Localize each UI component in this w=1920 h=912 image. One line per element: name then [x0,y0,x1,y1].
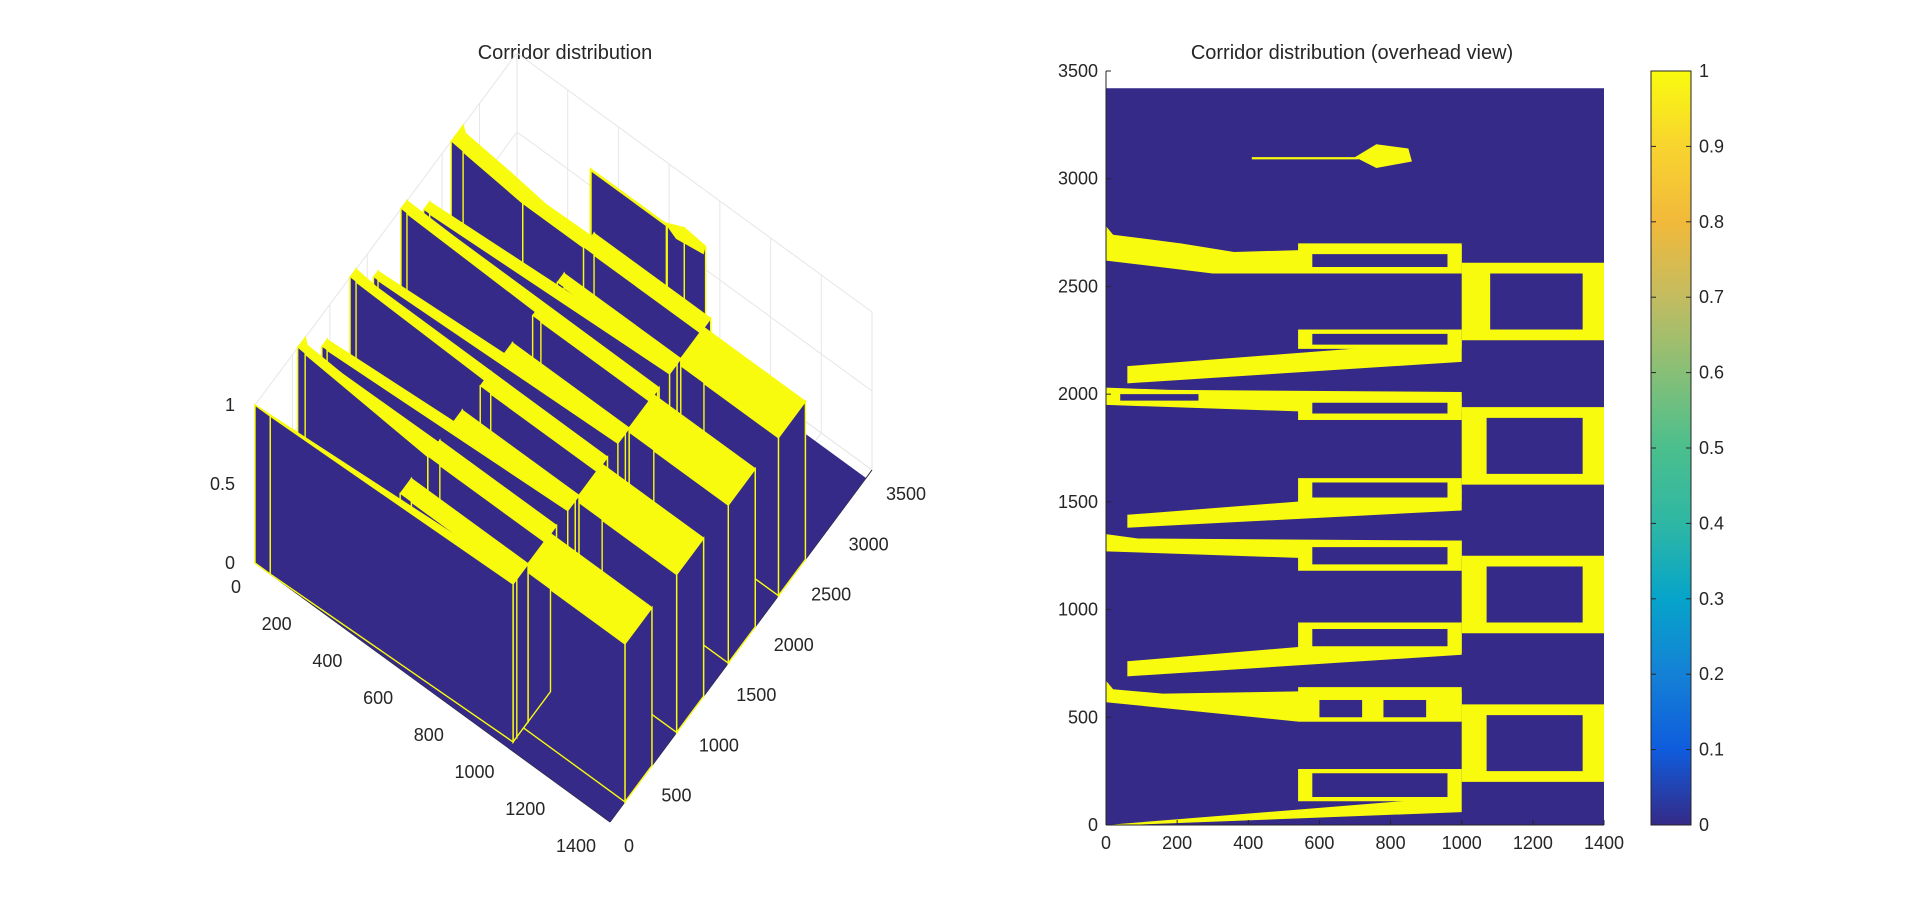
overhead-plot-title: Corridor distribution (overhead view) [1191,42,1513,64]
corridor-wedge-bot-lower [1106,796,1462,825]
surface-y-tick-label: 1500 [736,685,776,705]
corridor-top-line [1251,157,1359,160]
surface-wall-top [321,339,576,511]
surface-wall-hub-bot [522,531,653,804]
colorbar-tick-label: 0.1 [1699,740,1724,760]
grid-line [516,52,873,313]
surface-wall-wedge-bot-lower [254,403,518,745]
surface-wall-top [626,394,756,506]
overhead-y-tick-label: 2000 [1058,384,1098,404]
colorbar-tick-label: 0.4 [1699,513,1724,533]
corridor-wedge-top-lower [1127,340,1462,384]
colorbar-tick-label: 0 [1699,815,1709,835]
surface-wall-top [575,464,704,575]
corridor-wedge-mid-lower [1127,488,1462,528]
overhead-x-tick-label: 1200 [1513,833,1553,853]
surface-wall-top [255,405,517,584]
surface-x-tick-label: 1200 [505,799,545,819]
surface-x-tick-label: 600 [363,688,393,708]
surface-y-tick-label: 0 [624,836,634,856]
surface-y-tick-label: 3500 [886,484,926,504]
colorbar-tick-label: 0.7 [1699,287,1724,307]
overhead-y-tick-label: 3500 [1058,61,1098,81]
room-hole-low-upper-a [1312,547,1448,565]
overhead-y-tick-label: 1500 [1058,492,1098,512]
corridor-top-diamond [1355,144,1412,168]
overhead-y-tick-label: 0 [1088,815,1098,835]
surface-plot-3d: Corridor distribution 0 200 400 600 800 1000 1… [210,42,926,856]
room-hole-low-hub [1486,566,1583,623]
surface-x-tick-label: 0 [231,577,241,597]
overhead-axes [1105,71,1604,826]
colorbar-tick-label: 0.8 [1699,212,1724,232]
overhead-x-tick-label: 200 [1162,833,1192,853]
overhead-plot: Corridor distribution (overhead view) 0 2… [1058,42,1624,853]
colorbar-tick-label: 1 [1699,61,1709,81]
colorbar-tick-label: 0.9 [1699,136,1724,156]
room-hole-bot-rect-1 [1319,700,1363,718]
surface-wall-top [480,372,608,472]
surface-plot-surface [254,123,867,822]
surface-z-tick-label: 0 [225,553,235,573]
overhead-x-tick-label: 1400 [1584,833,1624,853]
surface-wall-top [373,271,626,444]
colorbar-tick-label: 0.3 [1699,589,1724,609]
overhead-x-tick-label: 0 [1101,833,1111,853]
room-hole-low-lower-a [1312,628,1448,647]
colorbar-tick-label: 0.2 [1699,664,1724,684]
overhead-map [1106,88,1604,826]
overhead-y-tick-label: 3000 [1058,169,1098,189]
room-hole-mid-lower-a [1312,482,1448,498]
surface-x-tick-label: 1400 [556,836,596,856]
surface-z-tick-label: 0.5 [210,474,235,494]
overhead-y-tick-label: 1000 [1058,600,1098,620]
surface-y-tick-label: 3000 [849,534,889,554]
surface-z-tick-label: 1 [225,395,235,415]
room-hole-mid-upper-a [1312,402,1448,414]
surface-y-tick-label: 500 [661,786,691,806]
room-hole-bot-hub [1486,715,1583,772]
colorbar-gradient [1650,70,1692,826]
surface-wall-top [427,440,557,542]
room-hole-bot-lower-a [1312,773,1448,797]
surface-x-tick-label: 200 [262,614,292,634]
overhead-y-tick-label: 500 [1068,707,1098,727]
colorbar-ticks: 0 0.1 0.2 0.3 0.4 0.5 0.6 0.7 0.8 0.9 1 [1651,61,1724,835]
surface-x-tick-label: 400 [312,651,342,671]
room-hole-top-upper-a [1312,254,1448,268]
room-hole-mid-upper-left [1120,394,1199,401]
surface-plot-ticks: 0 200 400 600 800 1000 1200 1400 0 500 1000 1500 200… [210,395,926,856]
surface-x-tick-label: 1000 [455,762,495,782]
surface-wall-top [423,201,677,374]
colorbar: 0 0.1 0.2 0.3 0.4 0.5 0.6 0.7 0.8 0.9 1 [1650,61,1724,835]
surface-wall-top [677,327,806,438]
overhead-x-tick-label: 600 [1304,833,1334,853]
surface-y-tick-label: 1000 [699,735,739,755]
surface-plot-title: Corridor distribution [478,42,653,64]
room-hole-bot-rect-2 [1383,700,1427,718]
surface-wall-face [254,403,271,576]
surface-wall-top [400,478,529,579]
overhead-y-tick-label: 2500 [1058,276,1098,296]
surface-wall-top [532,304,658,401]
surface-wall-top [523,533,652,644]
colorbar-tick-label: 0.6 [1699,363,1724,383]
room-hole-top-hub [1490,273,1583,330]
surface-wall-face [516,561,529,740]
colorbar-tick-label: 0.5 [1699,438,1724,458]
surface-y-tick-label: 2500 [811,585,851,605]
surface-wall-top [664,222,706,255]
surface-wall-top [583,233,711,333]
room-hole-mid-hub [1486,417,1583,474]
surface-y-tick-label: 2000 [774,635,814,655]
surface-wall-top [590,169,668,226]
surface-wall-top [557,273,681,368]
overhead-x-tick-label: 400 [1233,833,1263,853]
overhead-ticks: 0 200 400 600 800 1000 1200 1400 0 500 1000 1500 200… [1058,61,1624,853]
surface-x-tick-label: 800 [414,725,444,745]
overhead-x-tick-label: 1000 [1442,833,1482,853]
overhead-x-tick-label: 800 [1376,833,1406,853]
room-hole-top-lower-a [1312,333,1448,345]
